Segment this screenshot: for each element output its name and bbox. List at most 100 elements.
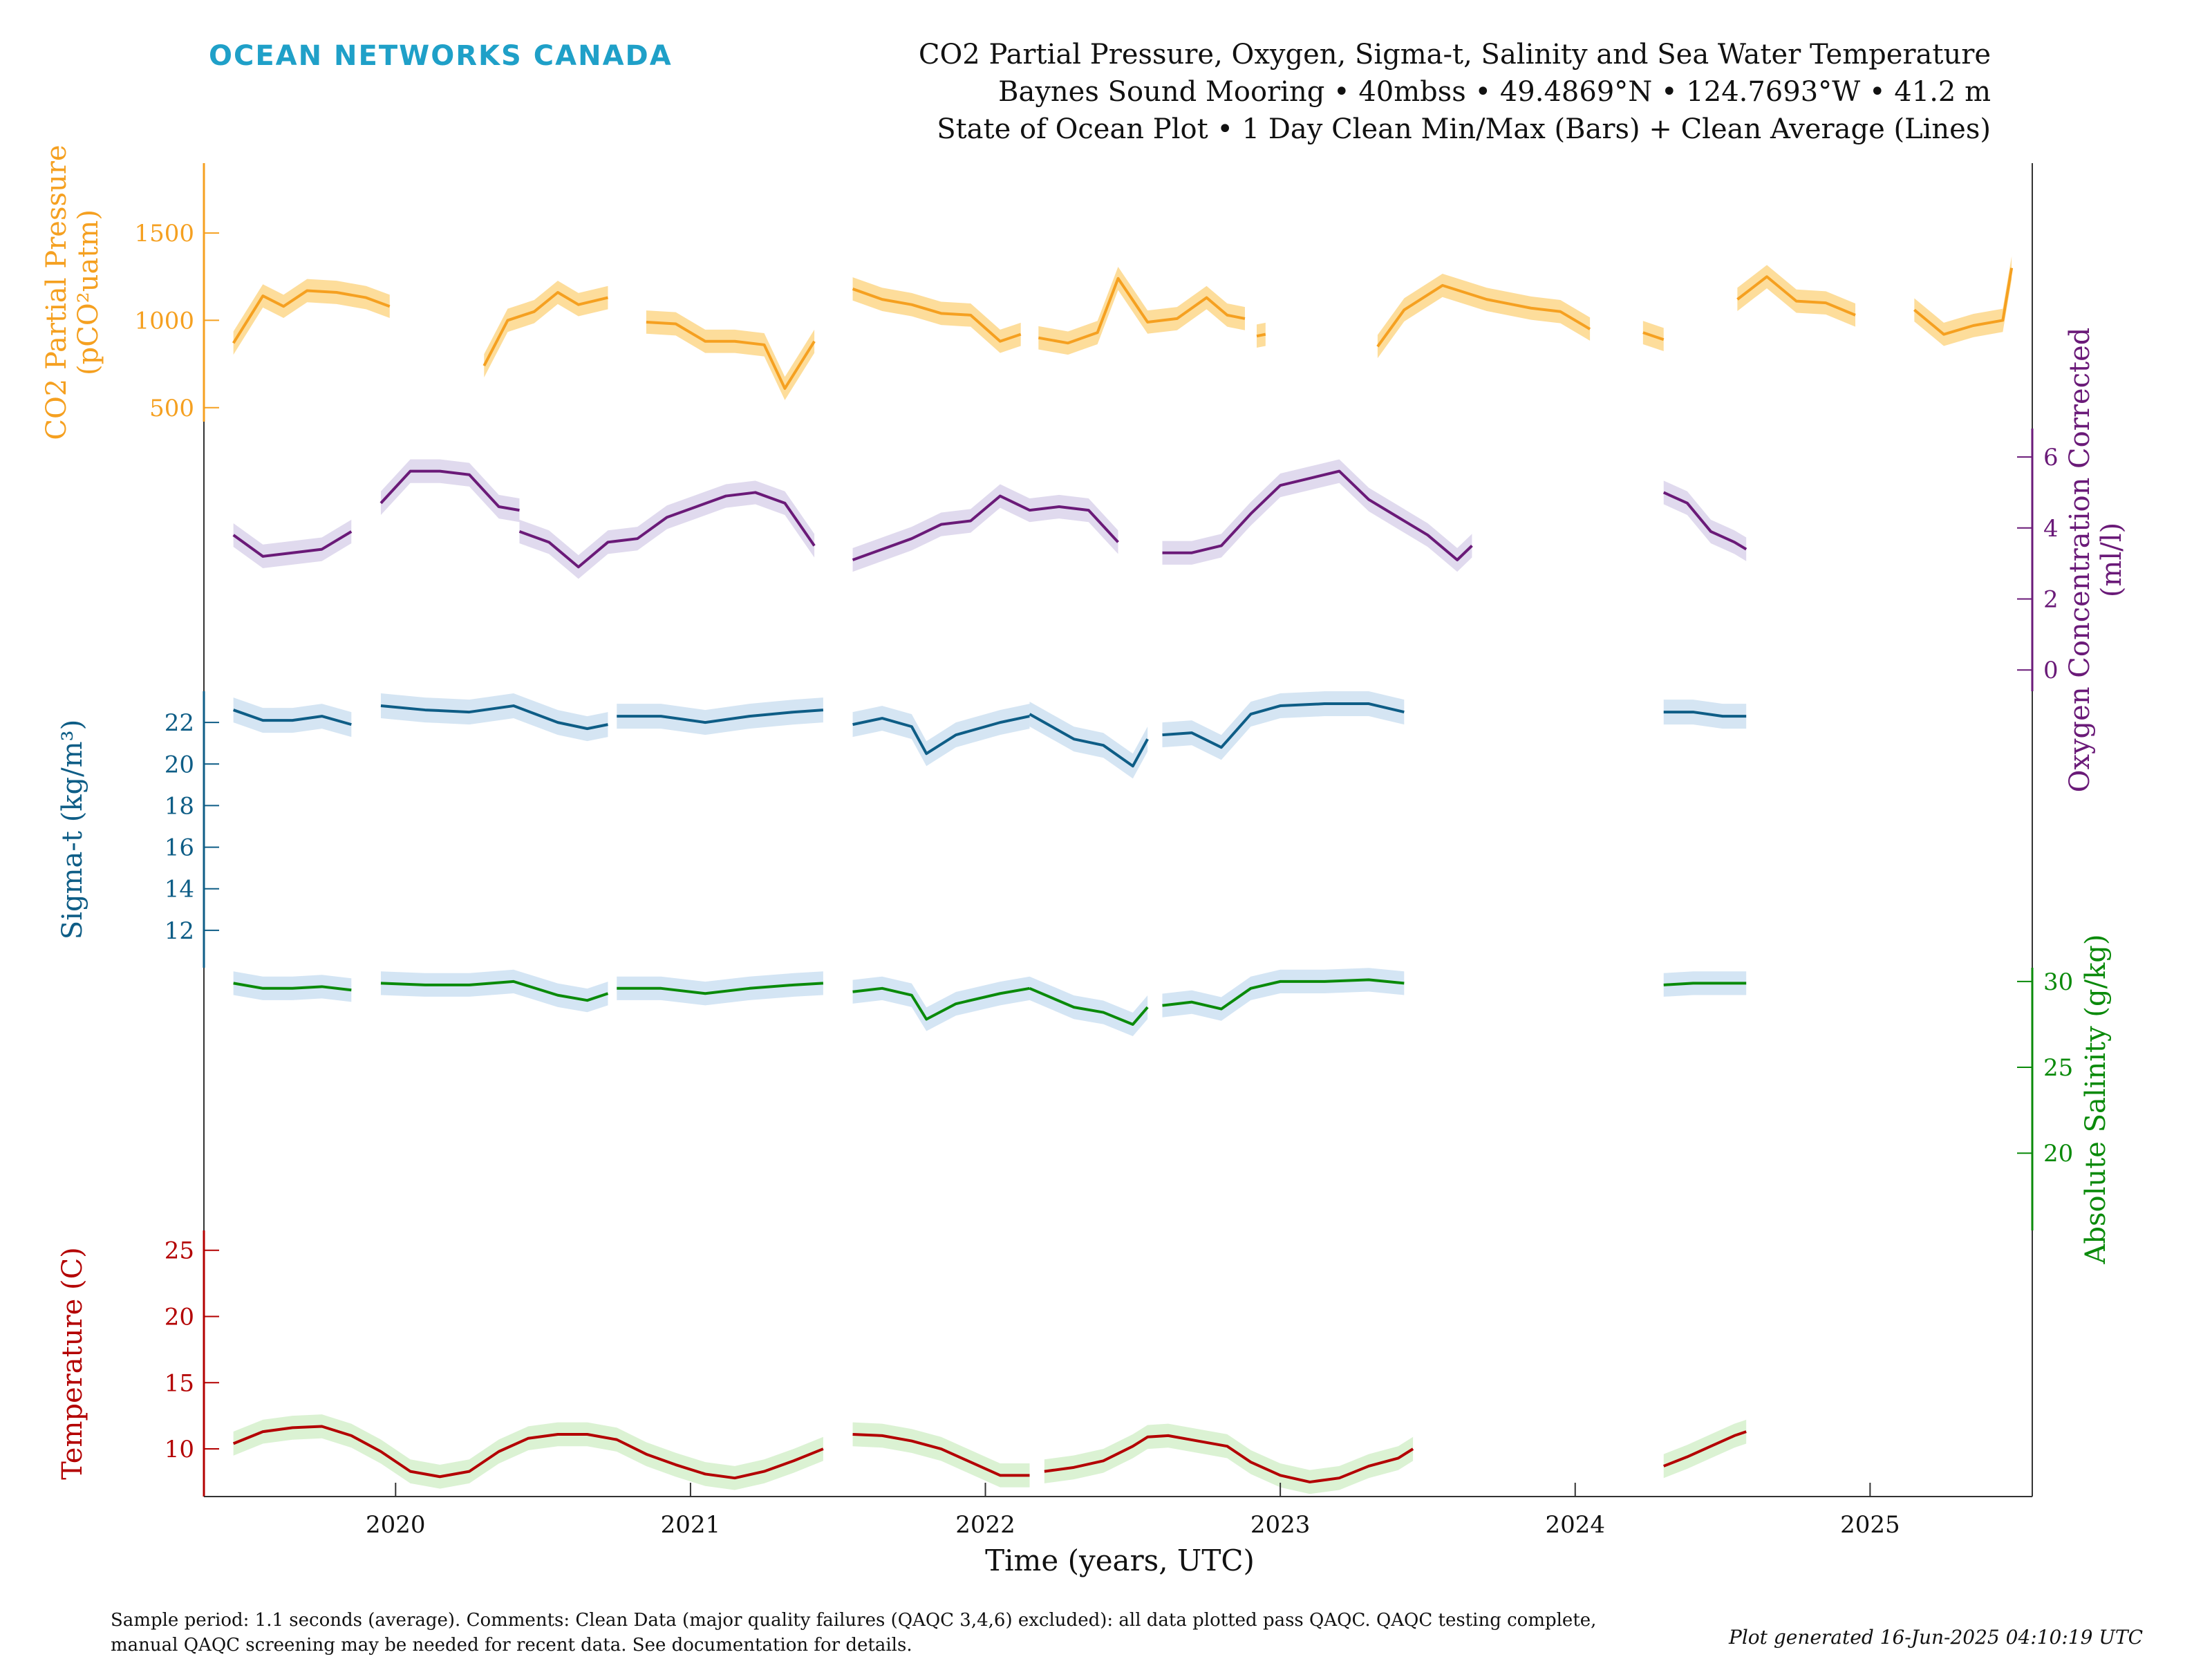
x-axis-tick-label: 2024 [1545,1511,1605,1539]
co2-ytick-label: 1500 [134,220,194,247]
temperature-ytick-label: 15 [165,1369,194,1397]
oxygen-minmax-band [519,480,815,579]
plot-generated-timestamp: Plot generated 16-Jun-2025 04:10:19 UTC [1728,1626,2143,1649]
oxygen-ytick-label: 4 [2043,515,2059,543]
co2-axis-label: CO2 Partial Pressure [41,144,73,440]
x-axis-tick-label: 2020 [366,1511,426,1539]
x-axis-tick-label: 2025 [1840,1511,1900,1539]
brand-logo: OCEAN NETWORKS CANADA [209,40,673,72]
sigma_t-ytick-label: 18 [165,792,194,820]
co2-minmax-band [1737,265,1856,327]
oxygen-average-line [852,494,1119,561]
x-axis-tick-label: 2022 [955,1511,1015,1539]
x-axis-tick-label: 2023 [1250,1511,1311,1539]
co2-axis-label: (pCO²uatm) [73,209,104,375]
sigma_t-average-line [617,709,824,724]
oxygen-minmax-band [1663,480,1747,561]
co2-average-line [646,320,816,390]
oxygen-minmax-band [1162,459,1472,572]
co2-minmax-band [1377,274,1591,359]
temperature-ytick-label: 10 [165,1436,194,1463]
co2-average-line [1038,276,1246,345]
sigma_t-panel: 12 14 16 18 20 22 Sigma-t (kg/m³) [57,691,1747,968]
co2-minmax-band [852,277,1021,353]
salinity-average-line [380,980,609,1002]
temperature-ytick-label: 20 [165,1304,194,1331]
temperature-average-line [852,1432,1030,1477]
oxygen-average-line [232,530,353,558]
salinity-average-line [617,982,824,995]
sigma_t-ytick-label: 16 [165,834,194,862]
temperature-minmax-band [1044,1423,1414,1494]
co2-minmax-band [646,310,815,400]
sigma_t-ytick-label: 14 [165,876,194,903]
sigma_t-minmax-band [233,697,352,738]
co2-average-line [1913,268,2014,336]
salinity-ytick-label: 25 [2043,1054,2073,1082]
temperature-average-line [1044,1434,1414,1483]
oxygen-average-line [379,469,520,512]
footer-note-line-2: manual QAQC screening may be needed for … [111,1635,912,1656]
plot-panels: 500 1000 1500 CO2 Partial Pressure (pCO²uatm… [41,144,2128,1539]
salinity-average-line [1663,982,1747,986]
sigma_t-ytick-label: 20 [165,751,194,778]
temperature-average-line [1663,1430,1747,1468]
salinity-minmax-band [1162,968,1405,1021]
sigma_t-minmax-band [380,693,608,742]
sigma_t-average-line [852,715,1030,756]
salinity-ytick-label: 20 [2043,1140,2073,1168]
salinity-minmax-band [1029,976,1148,1037]
co2-ytick-label: 500 [149,395,194,422]
salinity-minmax-band [852,976,1030,1031]
oxygen-minmax-band [852,484,1118,572]
salinity-average-line [852,986,1030,1021]
salinity-minmax-band [233,971,352,1002]
temperature-minmax-band [233,1414,823,1490]
sigma_t-average-line [380,704,608,731]
salinity-axis-label: Absolute Salinity (g/kg) [2080,934,2112,1264]
salinity-panel: 20 25 30 Absolute Salinity (g/kg) [233,934,2112,1265]
salinity-average-line [233,982,352,992]
sigma_t-minmax-band [617,697,823,735]
oxygen-axis-label: Oxygen Concentration Corrected [2064,328,2096,793]
oxygen-ytick-label: 6 [2043,444,2059,471]
oxygen-panel: 0 2 4 6 Oxygen Concentration Corrected (ml/l) [232,328,2128,793]
chart-title-line-1: CO2 Partial Pressure, Oxygen, Sigma-t, S… [919,39,1991,71]
co2-average-line [232,289,391,344]
temperature-minmax-band [852,1422,1030,1488]
temperature-panel: 10 15 20 25 Temperature (C) [57,1230,1747,1497]
oxygen-average-line [1662,491,1747,551]
salinity-average-line [1029,986,1149,1026]
sigma_t-minmax-band [1162,691,1405,760]
sigma_t-minmax-band [1029,702,1148,779]
sigma_t-axis-label: Sigma-t (kg/m³) [57,720,88,939]
oxygen-ytick-label: 2 [2043,585,2059,613]
co2-average-line [482,291,608,367]
salinity-ytick-label: 30 [2043,968,2073,996]
oxygen-ytick-label: 0 [2043,657,2059,684]
oxygen-axis-label: (ml/l) [2096,523,2128,597]
co2-minmax-band [1914,256,2012,346]
sigma_t-average-line [1029,713,1149,768]
co2-minmax-band [1038,266,1245,355]
chart-title-line-3: State of Ocean Plot • 1 Day Clean Min/Ma… [937,113,1991,145]
oxygen-average-line [518,491,816,569]
sigma_t-average-line [232,709,352,727]
temperature-ytick-label: 25 [165,1237,194,1265]
co2-ytick-label: 1000 [134,307,194,335]
sigma_t-minmax-band [852,704,1030,767]
oxygen-average-line [1162,469,1473,561]
salinity-minmax-band [380,969,608,1013]
sigma_t-average-line [1663,711,1747,718]
co2-average-line [1376,283,1591,348]
footer-note-line-1: Sample period: 1.1 seconds (average). Co… [111,1610,1596,1631]
oxygen-minmax-band [233,519,352,568]
x-axis-label: Time (years, UTC) [985,1544,1255,1577]
co2-average-line [1736,275,1856,317]
salinity-minmax-band [617,971,823,1006]
co2-minmax-band [233,279,390,355]
co2-average-line [1642,331,1665,341]
salinity-average-line [1162,978,1405,1011]
co2-average-line [1256,332,1266,338]
